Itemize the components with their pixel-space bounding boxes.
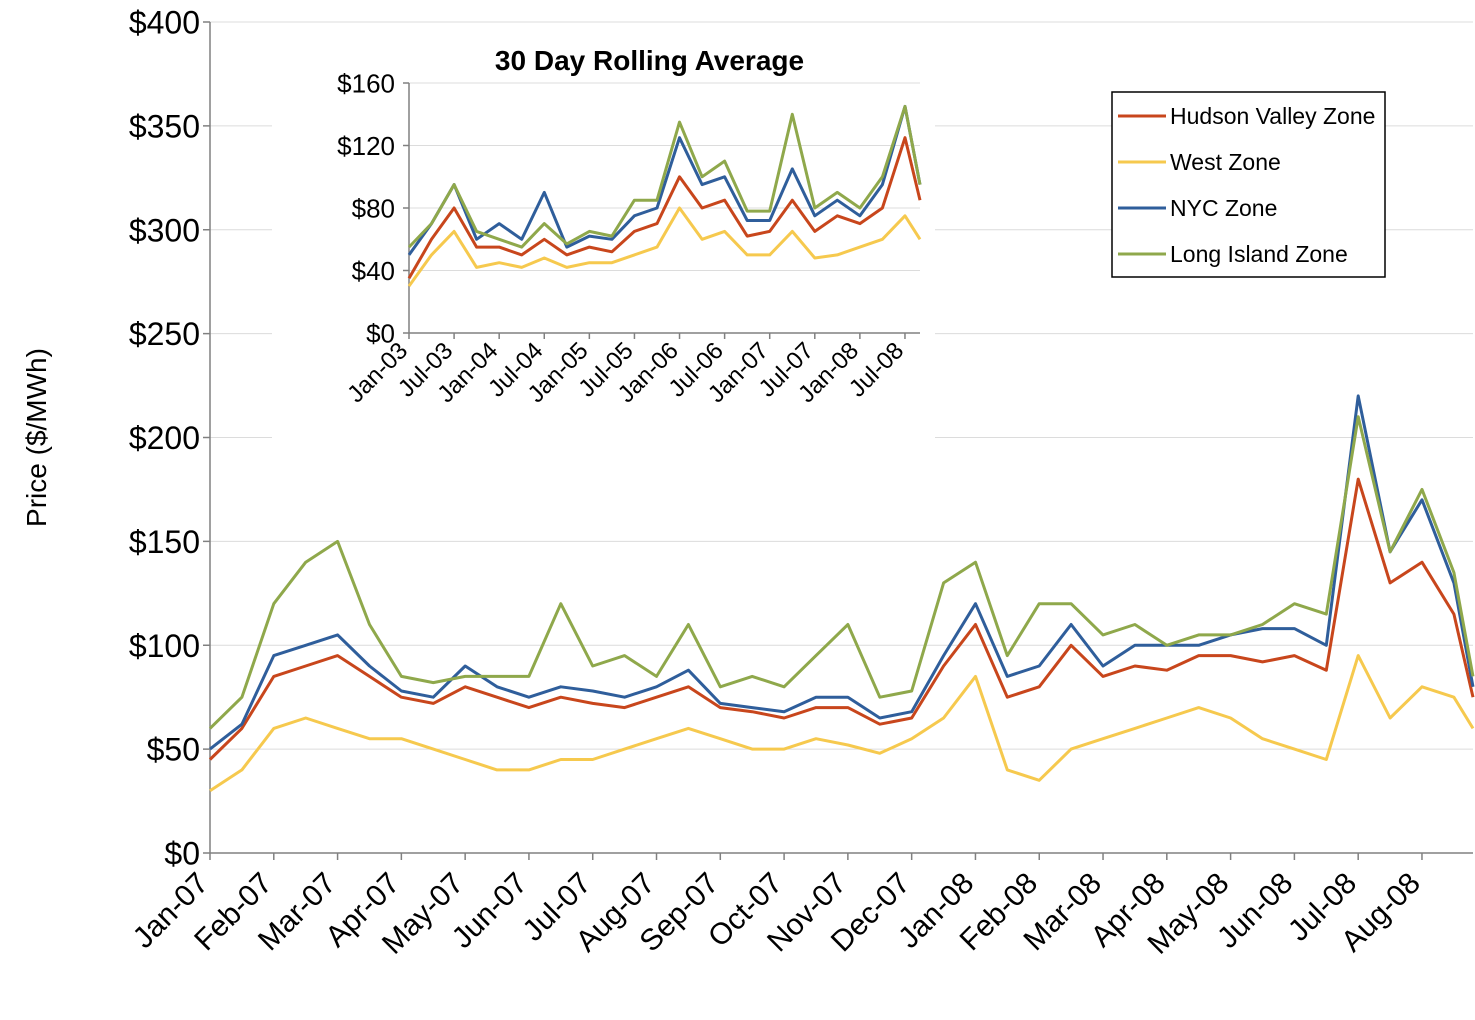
legend-box [1111, 91, 1386, 278]
chart-title: 30 Day Rolling Average [495, 45, 804, 76]
y-tick-label: $100 [129, 628, 200, 664]
series-line [209, 394, 1475, 751]
series-line [208, 477, 1475, 761]
y-tick-label: $150 [129, 524, 200, 560]
y-tick-label: $250 [129, 316, 200, 352]
series-line [407, 104, 922, 249]
y-tick-label: $200 [129, 420, 200, 456]
legend-label: NYC Zone [1170, 195, 1277, 221]
legend-label: Hudson Valley Zone [1170, 103, 1375, 129]
legend-label: West Zone [1170, 149, 1281, 175]
y-tick-label: $40 [352, 256, 395, 286]
y-tick-label: $400 [129, 5, 200, 41]
y-tick-label: $0 [164, 836, 200, 872]
y-tick-label: $160 [337, 68, 395, 98]
y-tick-label: $0 [366, 318, 395, 348]
series-line [209, 654, 1475, 792]
series-line [208, 415, 1475, 730]
y-tick-label: $120 [337, 131, 395, 161]
y-tick-label: $300 [129, 212, 200, 248]
y-tick-label: $80 [352, 193, 395, 223]
y-tick-label: $350 [129, 108, 200, 144]
legend-label: Long Island Zone [1170, 241, 1348, 267]
y-axis-label: Price ($/MWh) [21, 348, 52, 527]
series-line [407, 104, 922, 256]
y-tick-label: $50 [147, 732, 200, 768]
legend: Hudson Valley Zone West Zone NYC Zone Long … [1111, 91, 1386, 278]
series-line [407, 136, 922, 280]
series-line [407, 206, 922, 287]
